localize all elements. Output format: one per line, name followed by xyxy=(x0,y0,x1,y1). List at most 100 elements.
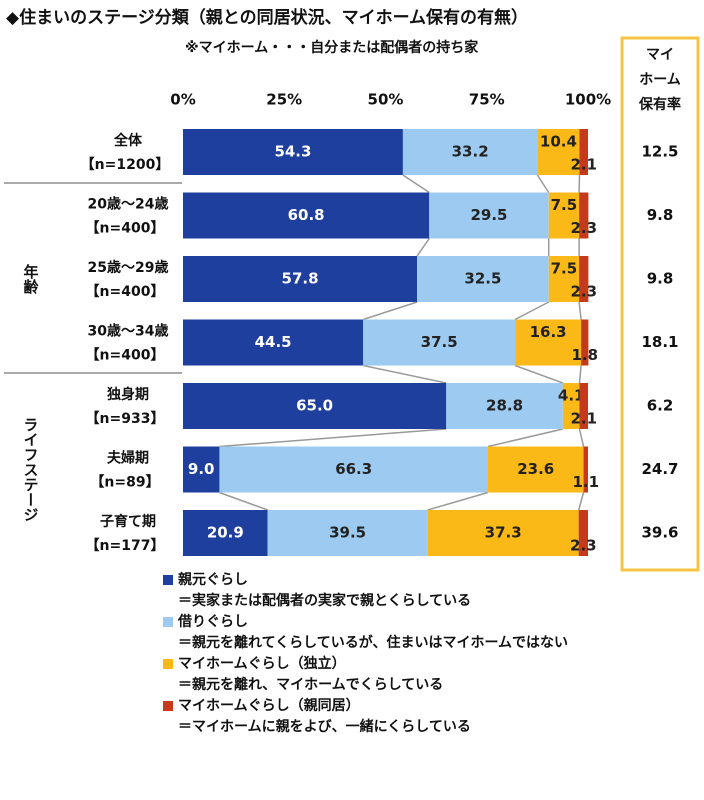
bar-segment xyxy=(446,383,563,429)
value-label: 2.3 xyxy=(570,537,597,555)
value-label: 20.9 xyxy=(207,524,244,542)
category-label: 全体 xyxy=(113,132,143,149)
bar-segment xyxy=(562,383,580,429)
bar-segment xyxy=(579,129,588,175)
x-tick-label: 100% xyxy=(565,91,611,109)
bar-segment xyxy=(402,129,538,175)
value-label: 2.1 xyxy=(570,410,597,428)
value-label: 37.3 xyxy=(485,524,522,542)
sample-size: 【n=89】 xyxy=(90,475,159,491)
legend-description: ＝マイホームに親をよび、一緒にくらしている xyxy=(178,718,471,735)
connector xyxy=(362,301,418,321)
connector xyxy=(427,491,489,511)
x-tick-label: 0% xyxy=(170,91,195,109)
value-label: 44.5 xyxy=(255,333,292,351)
sample-size: 【n=400】 xyxy=(86,221,165,237)
x-tick-label: 25% xyxy=(266,91,302,109)
value-label: 28.8 xyxy=(486,397,523,415)
value-label: 2.3 xyxy=(570,283,597,301)
rate-value: 9.8 xyxy=(647,270,674,288)
rate-value: 12.5 xyxy=(641,143,678,161)
sample-size: 【n=1200】 xyxy=(81,157,170,173)
bar-segment xyxy=(427,510,579,556)
rate-header: 保有率 xyxy=(638,96,681,113)
group-label: ライフステージ xyxy=(22,417,40,522)
bar-segment xyxy=(417,256,549,302)
connector xyxy=(514,364,564,384)
sample-size: 【n=177】 xyxy=(86,538,165,554)
bar-segment xyxy=(515,319,582,366)
value-label: 7.5 xyxy=(551,196,578,214)
value-label: 29.5 xyxy=(470,206,507,224)
bar-segment xyxy=(219,446,488,493)
sample-size: 【n=400】 xyxy=(86,284,165,300)
rate-value: 24.7 xyxy=(641,460,678,478)
value-label: 66.3 xyxy=(335,460,372,478)
legend-label: 借りぐらし xyxy=(177,613,248,630)
bar-segment xyxy=(579,192,589,239)
value-label: 16.3 xyxy=(530,323,567,341)
bar-segment xyxy=(267,510,428,556)
value-label: 2.3 xyxy=(570,219,597,237)
category-label: 夫婦期 xyxy=(107,450,149,467)
value-label: 57.8 xyxy=(282,270,319,288)
legend-label: マイホームぐらし（親同居） xyxy=(178,697,360,714)
legend-swatch xyxy=(163,617,173,627)
value-label: 33.2 xyxy=(452,143,489,161)
category-label: 20歳～24歳 xyxy=(88,196,169,213)
bar-segment xyxy=(183,383,447,429)
value-label: 65.0 xyxy=(296,397,333,415)
rate-header: ホーム xyxy=(639,72,681,88)
rate-value: 9.8 xyxy=(647,206,674,224)
group-label: 年齢 xyxy=(22,263,40,295)
chart-title: ◆住まいのステージ分類（親との同居状況、マイホーム保有の有無） xyxy=(6,7,528,28)
rate-value: 6.2 xyxy=(647,397,674,415)
chart-subtitle: ※マイホーム・・・自分または配偶者の持ち家 xyxy=(185,39,479,56)
sample-size: 【n=400】 xyxy=(86,348,165,364)
sample-size: 【n=933】 xyxy=(86,411,165,427)
bar-segment xyxy=(363,319,516,366)
connector xyxy=(402,174,430,194)
value-label: 4.1 xyxy=(558,387,585,405)
value-label: 9.0 xyxy=(188,460,215,478)
value-label: 1.1 xyxy=(572,473,599,491)
legend-swatch xyxy=(163,575,173,585)
bar-segment xyxy=(548,192,580,239)
category-label: 30歳～34歳 xyxy=(88,323,169,340)
bar-segment xyxy=(487,446,584,493)
connector xyxy=(578,428,585,447)
bar-segment xyxy=(578,510,588,556)
rate-column-box xyxy=(620,36,700,572)
category-label: 子育て期 xyxy=(100,513,156,530)
x-tick-label: 50% xyxy=(368,91,404,109)
connector xyxy=(577,492,585,511)
bar-segment xyxy=(579,383,588,429)
bar-segment xyxy=(183,256,418,302)
connector xyxy=(416,238,430,257)
bar-segment xyxy=(183,446,220,493)
value-label: 2.1 xyxy=(570,156,597,174)
bar-segment xyxy=(183,319,364,366)
value-label: 7.5 xyxy=(551,260,578,278)
legend-swatch xyxy=(163,701,173,711)
value-label: 54.3 xyxy=(274,143,311,161)
value-label: 37.5 xyxy=(421,333,458,351)
connector xyxy=(219,428,447,448)
value-label: 32.5 xyxy=(464,270,501,288)
legend-label: 親元ぐらし xyxy=(178,571,248,588)
connector xyxy=(514,301,550,321)
rate-value: 39.6 xyxy=(641,524,678,542)
bar-segment xyxy=(537,129,580,175)
value-label: 39.5 xyxy=(329,524,366,542)
value-label: 10.4 xyxy=(540,133,577,151)
bar-segment xyxy=(581,319,589,366)
bar-segment xyxy=(548,256,580,302)
connector xyxy=(578,365,582,384)
bar-segment xyxy=(579,256,589,302)
rate-header: マイ xyxy=(646,47,674,63)
connector xyxy=(536,174,550,193)
bar-segment xyxy=(429,192,549,239)
legend-description: ＝親元を離れてくらしているが、住まいはマイホームではない xyxy=(178,634,568,651)
bar-segment xyxy=(583,446,588,493)
